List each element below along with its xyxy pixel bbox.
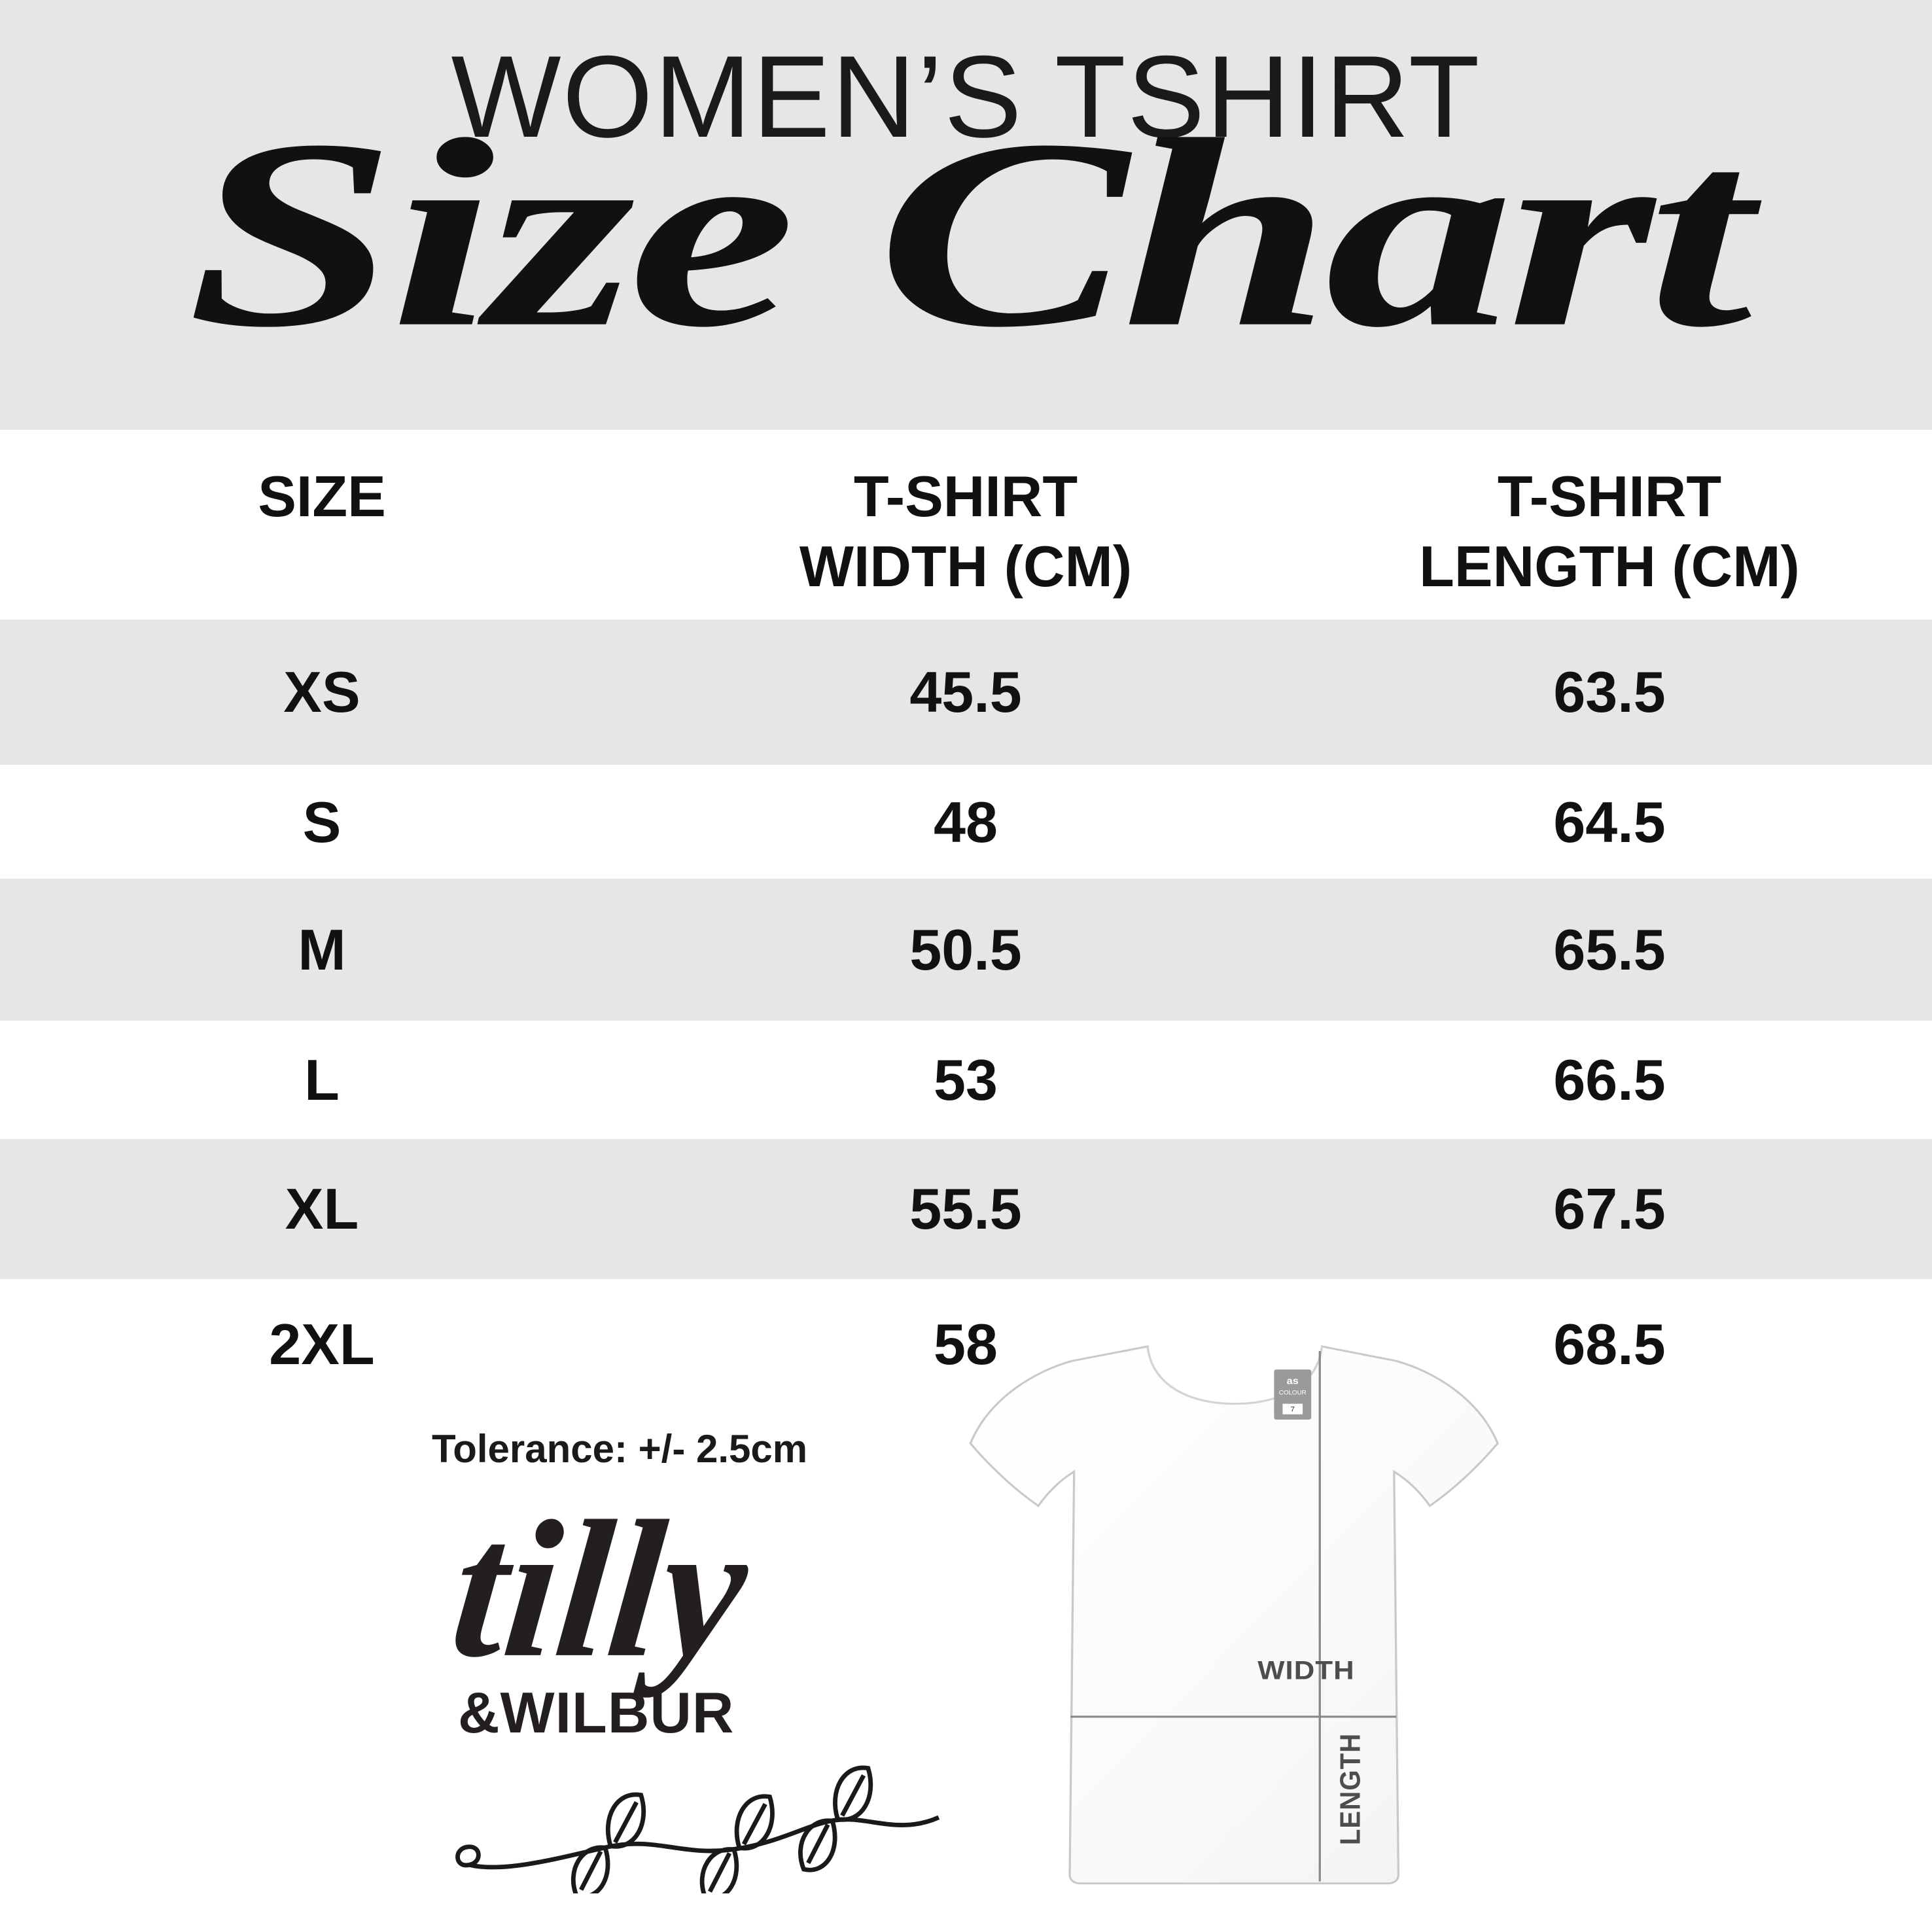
svg-text:as: as	[1287, 1376, 1299, 1386]
svg-text:7: 7	[1290, 1406, 1295, 1414]
svg-text:WIDTH: WIDTH	[1257, 1655, 1355, 1685]
svg-text:COLOUR: COLOUR	[1279, 1390, 1307, 1397]
svg-text:LENGTH: LENGTH	[1334, 1733, 1366, 1846]
